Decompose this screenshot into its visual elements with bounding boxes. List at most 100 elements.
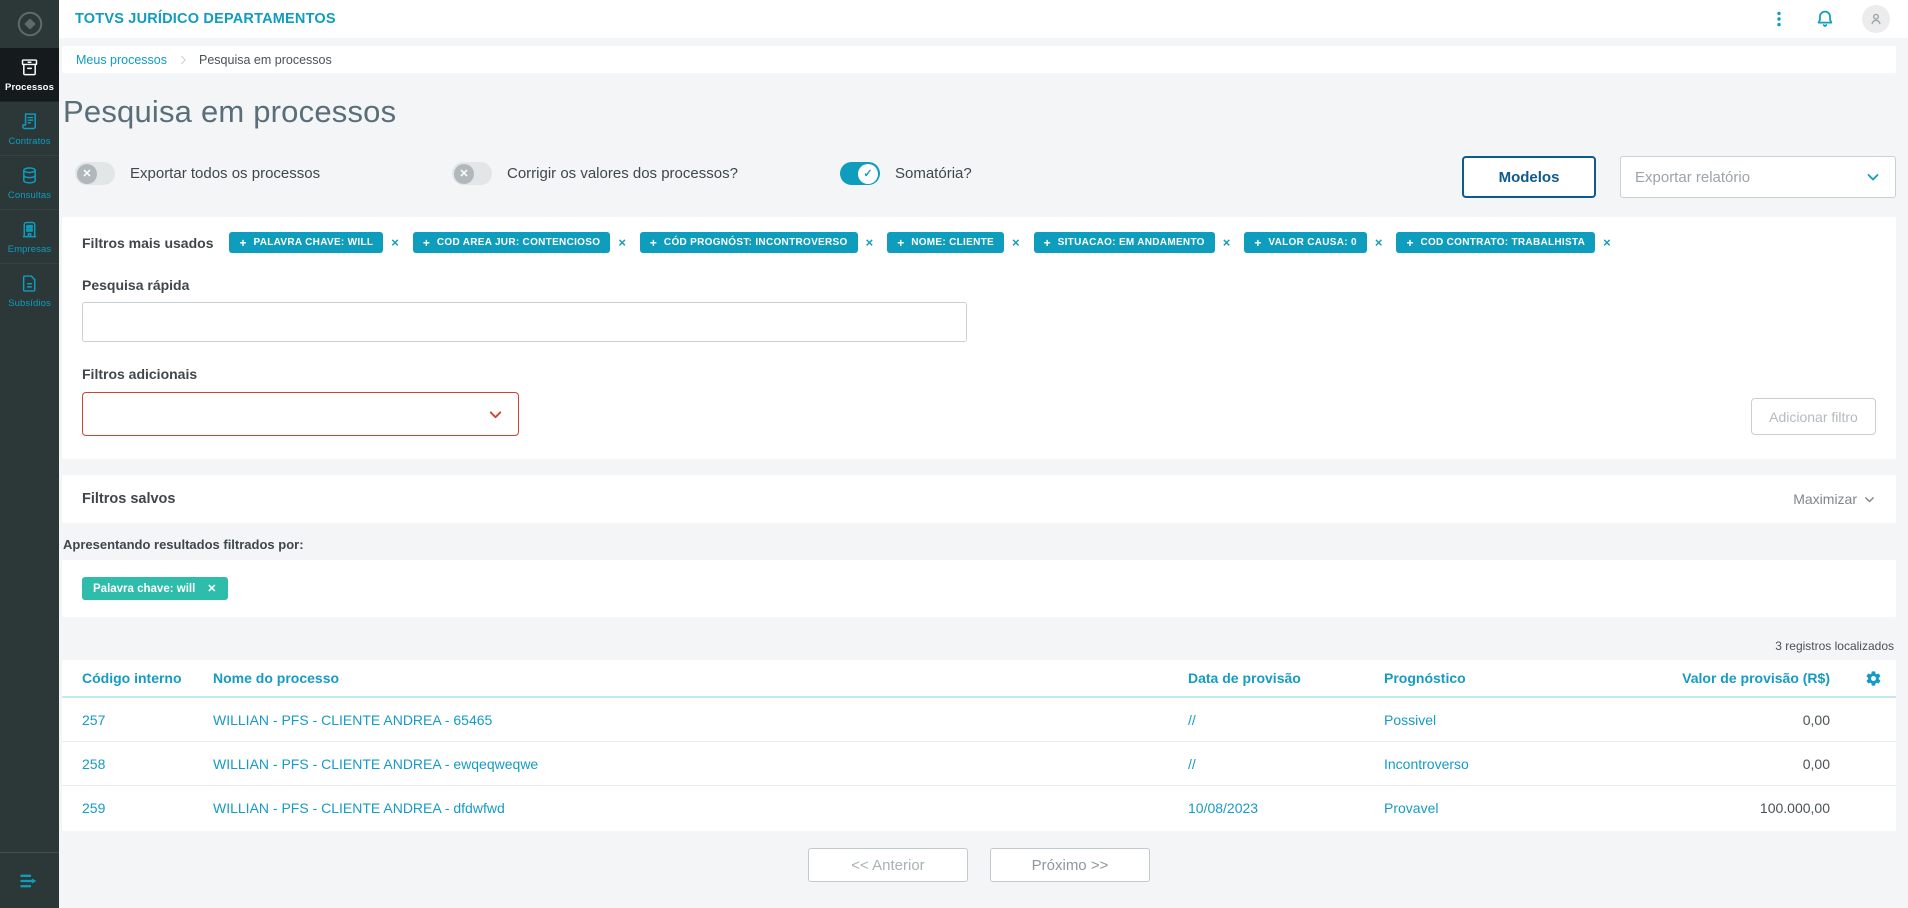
active-filter-chip-label: Palavra chave: will: [93, 582, 196, 595]
toggle-corrigir-valores[interactable]: ✕: [452, 162, 492, 185]
cell-data: //: [1188, 711, 1196, 728]
filter-chip[interactable]: + CÓD PROGNÓST: INCONTROVERSO: [639, 232, 858, 253]
remove-chip-icon[interactable]: ×: [1012, 235, 1020, 250]
cell-nome[interactable]: WILLIAN - PFS - CLIENTE ANDREA - dfdwfwd: [213, 800, 505, 816]
records-count: 3 registros localizados: [1775, 639, 1894, 653]
remove-active-filter-icon[interactable]: ✕: [207, 583, 217, 595]
expand-menu-icon: [20, 874, 37, 887]
cell-prognostico: Possivel: [1384, 711, 1437, 728]
chevron-down-icon: [1867, 174, 1879, 181]
table-settings-button[interactable]: [1838, 670, 1882, 687]
quick-search-input[interactable]: [82, 302, 967, 342]
cell-codigo[interactable]: 258: [82, 755, 106, 772]
breadcrumb: Meus processos Pesquisa em processos: [62, 46, 1896, 73]
sidebar-item-label: Consultas: [7, 189, 52, 201]
more-options-button[interactable]: [1770, 10, 1788, 28]
filter-chip[interactable]: + SITUACAO: EM ANDAMENTO: [1033, 232, 1215, 253]
modelos-button[interactable]: Modelos: [1462, 156, 1596, 198]
column-header-codigo[interactable]: Código interno: [82, 670, 182, 686]
user-avatar[interactable]: [1862, 5, 1890, 33]
filter-chip-label: PALAVRA CHAVE: WILL: [253, 237, 374, 248]
quick-search-label: Pesquisa rápida: [82, 277, 190, 293]
sidebar-item-label: Empresas: [7, 243, 52, 255]
maximize-button[interactable]: Maximizar: [1793, 491, 1876, 507]
cell-nome[interactable]: WILLIAN - PFS - CLIENTE ANDREA - ewqeqwe…: [213, 755, 539, 772]
column-header-prognostico[interactable]: Prognóstico: [1384, 670, 1466, 686]
add-filter-button[interactable]: Adicionar filtro: [1751, 398, 1876, 435]
totvs-logo-icon: [0, 0, 59, 48]
results-table: Código interno Nome do processo Data de …: [62, 660, 1896, 831]
plus-icon: +: [1043, 235, 1051, 250]
chevron-right-icon: [177, 54, 189, 66]
filter-chip-label: VALOR CAUSA: 0: [1268, 237, 1357, 248]
toggle-somatoria[interactable]: ✓: [840, 162, 880, 185]
filter-chip[interactable]: + COD AREA JUR: CONTENCIOSO: [412, 232, 611, 253]
breadcrumb-meus-processos[interactable]: Meus processos: [76, 52, 168, 67]
plus-icon: +: [239, 235, 247, 250]
remove-chip-icon[interactable]: ×: [1374, 235, 1383, 250]
plus-icon: +: [1406, 235, 1414, 250]
filter-chip-label: NOME: CLIENTE: [911, 237, 994, 248]
previous-page-button[interactable]: << Anterior: [808, 848, 968, 882]
remove-chip-icon[interactable]: ×: [1603, 235, 1611, 250]
plus-icon: +: [897, 235, 905, 250]
most-used-filters-label: Filtros mais usados: [82, 234, 214, 251]
chevron-down-icon: [1865, 496, 1874, 502]
additional-filters-select[interactable]: [82, 392, 519, 436]
table-row[interactable]: 258 WILLIAN - PFS - CLIENTE ANDREA - ewq…: [62, 742, 1896, 786]
plus-icon: +: [422, 235, 430, 250]
column-header-valor[interactable]: Valor de provisão (R$): [1682, 670, 1830, 686]
person-icon: [1871, 13, 1881, 25]
chevron-down-icon: [489, 410, 502, 418]
remove-chip-icon[interactable]: ×: [1222, 235, 1231, 250]
table-row[interactable]: 259 WILLIAN - PFS - CLIENTE ANDREA - dfd…: [62, 786, 1896, 830]
filter-chip-label: CÓD PROGNÓST: INCONTROVERSO: [663, 237, 848, 248]
sidebar: Processos Contratos Consultas Empresas S…: [0, 0, 59, 908]
table-header-row: Código interno Nome do processo Data de …: [62, 660, 1896, 698]
export-report-select[interactable]: Exportar relatório: [1620, 156, 1896, 198]
column-header-nome[interactable]: Nome do processo: [213, 670, 340, 686]
page-title: Pesquisa em processos: [63, 94, 397, 129]
remove-chip-icon[interactable]: ×: [865, 235, 874, 250]
cell-data: 10/08/2023: [1188, 800, 1259, 816]
sidebar-item-empresas[interactable]: Empresas: [0, 210, 59, 264]
breadcrumb-current: Pesquisa em processos: [199, 52, 332, 67]
sidebar-item-processos[interactable]: Processos: [0, 48, 59, 102]
gear-icon: [1866, 670, 1881, 686]
sidebar-item-contratos[interactable]: Contratos: [0, 102, 59, 156]
filter-chip[interactable]: + PALAVRA CHAVE: WILL: [229, 232, 384, 253]
remove-chip-icon[interactable]: ×: [391, 235, 399, 250]
toggle-label: Exportar todos os processos: [130, 165, 321, 182]
sidebar-item-label: Subsídios: [8, 298, 51, 309]
plus-icon: +: [649, 235, 657, 250]
sidebar-item-consultas[interactable]: Consultas: [0, 156, 59, 210]
remove-chip-icon[interactable]: ×: [618, 235, 626, 250]
filter-chip[interactable]: + VALOR CAUSA: 0: [1244, 232, 1367, 253]
sidebar-expand-button[interactable]: [0, 852, 59, 908]
contract-icon: [22, 112, 36, 129]
filter-chip-label: COD CONTRATO: TRABALHISTA: [1420, 237, 1586, 248]
sidebar-item-subsidios[interactable]: Subsídios: [0, 264, 59, 318]
cell-valor: 0,00: [1802, 755, 1830, 772]
cell-prognostico: Provavel: [1384, 800, 1439, 816]
cell-data: //: [1188, 755, 1196, 772]
table-row[interactable]: 257 WILLIAN - PFS - CLIENTE ANDREA - 654…: [62, 698, 1896, 742]
active-filter-chip[interactable]: Palavra chave: will ✕: [82, 577, 228, 600]
export-report-placeholder: Exportar relatório: [1635, 168, 1751, 186]
sidebar-item-label: Contratos: [8, 135, 51, 147]
notifications-button[interactable]: [1814, 8, 1836, 30]
cross-icon: ✕: [459, 168, 469, 180]
toggle-exportar-todos[interactable]: ✕: [75, 162, 115, 185]
filter-chip-label: SITUACAO: EM ANDAMENTO: [1057, 237, 1205, 248]
filter-chip[interactable]: + NOME: CLIENTE: [887, 232, 1004, 253]
saved-filters-panel: Filtros salvos Maximizar: [62, 475, 1896, 523]
toggle-label: Somatória?: [895, 165, 972, 182]
cell-codigo[interactable]: 257: [82, 711, 106, 728]
cell-codigo[interactable]: 259: [82, 800, 106, 816]
column-header-data[interactable]: Data de provisão: [1188, 670, 1301, 686]
filter-chip[interactable]: + COD CONTRATO: TRABALHISTA: [1396, 232, 1596, 253]
filtered-by-label: Apresentando resultados filtrados por:: [63, 537, 304, 552]
next-page-button[interactable]: Próximo >>: [990, 848, 1150, 882]
cell-nome[interactable]: WILLIAN - PFS - CLIENTE ANDREA - 65465: [213, 711, 493, 728]
check-icon: ✓: [863, 168, 873, 180]
